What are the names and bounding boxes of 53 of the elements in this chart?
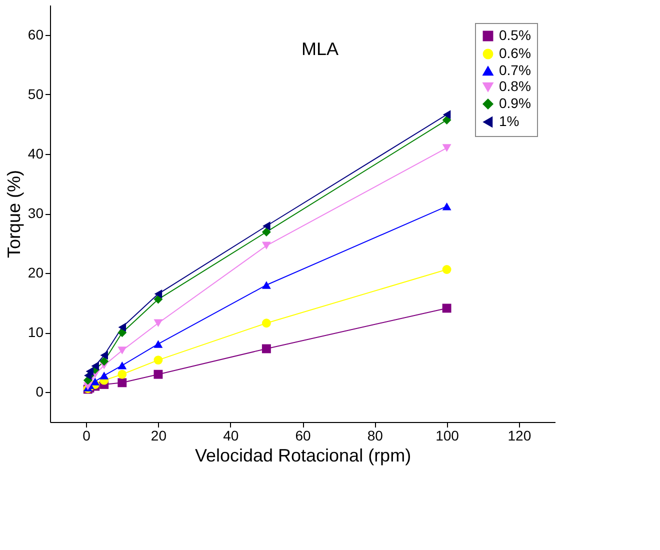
- point: [262, 222, 270, 230]
- y-tick-label: 60: [28, 26, 44, 42]
- point: [118, 362, 127, 370]
- point: [262, 242, 271, 250]
- y-tick-label: 30: [28, 205, 44, 221]
- x-axis-title: Velocidad Rotacional (rpm): [194, 446, 412, 466]
- point: [262, 227, 271, 236]
- point: [442, 110, 451, 120]
- legend-label: 0.9%: [499, 95, 531, 111]
- point: [118, 346, 127, 354]
- point: [100, 356, 109, 366]
- legend-label: 0.8%: [499, 78, 531, 94]
- x-tick-label: 100: [436, 428, 460, 444]
- legend-label: 1%: [499, 113, 520, 129]
- point: [442, 116, 452, 124]
- y-tick-label: 50: [28, 86, 44, 102]
- point: [262, 281, 271, 289]
- point: [154, 294, 163, 304]
- point: [90, 378, 100, 386]
- point: [154, 319, 163, 327]
- point: [442, 202, 452, 210]
- point: [154, 289, 162, 298]
- point: [154, 370, 163, 379]
- point: [262, 318, 271, 328]
- legend-label: 0.6%: [499, 45, 531, 61]
- x-tick-label: 40: [223, 428, 239, 444]
- point: [442, 144, 452, 152]
- point: [154, 340, 163, 348]
- x-tick-label: 80: [367, 428, 384, 444]
- x-tick-label: 60: [295, 428, 311, 444]
- point: [118, 378, 127, 388]
- point: [100, 372, 109, 380]
- y-tick-label: 40: [28, 145, 44, 162]
- point: [86, 366, 94, 376]
- point: [442, 265, 452, 274]
- x-tick-label: 120: [508, 428, 532, 444]
- y-axis-title: Torque (%): [4, 170, 24, 258]
- legend-label: 0.5%: [499, 27, 531, 43]
- point: [118, 370, 127, 379]
- text: MLA: [301, 39, 339, 59]
- point: [91, 362, 99, 370]
- point: [262, 344, 271, 354]
- point: [118, 328, 127, 338]
- legend-label: 0.7%: [499, 62, 531, 78]
- point: [154, 356, 163, 365]
- x-tick-label: 20: [150, 428, 167, 444]
- x-tick-label: 0: [82, 428, 91, 444]
- point: [442, 304, 452, 313]
- y-tick-label: 0: [36, 384, 44, 400]
- point: [118, 322, 126, 332]
- y-tick-label: 20: [28, 264, 44, 281]
- y-tick-label: 10: [28, 324, 44, 340]
- point: [100, 350, 108, 360]
